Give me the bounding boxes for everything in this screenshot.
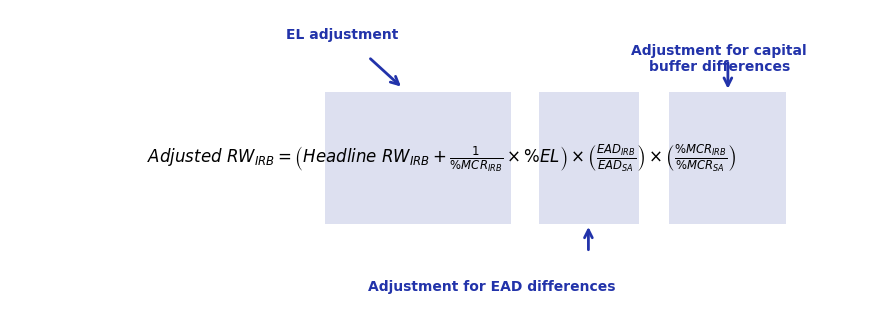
Text: EL adjustment: EL adjustment: [286, 28, 399, 42]
FancyBboxPatch shape: [325, 91, 511, 224]
Text: $\mathit{Adjusted\ RW}_{IRB} = \left(\mathit{Headline\ RW}_{IRB} + \frac{1}{\%MC: $\mathit{Adjusted\ RW}_{IRB} = \left(\ma…: [148, 142, 736, 174]
FancyBboxPatch shape: [539, 91, 638, 224]
Text: Adjustment for capital
buffer differences: Adjustment for capital buffer difference…: [631, 44, 807, 74]
Text: Adjustment for EAD differences: Adjustment for EAD differences: [369, 280, 616, 294]
FancyBboxPatch shape: [669, 91, 786, 224]
